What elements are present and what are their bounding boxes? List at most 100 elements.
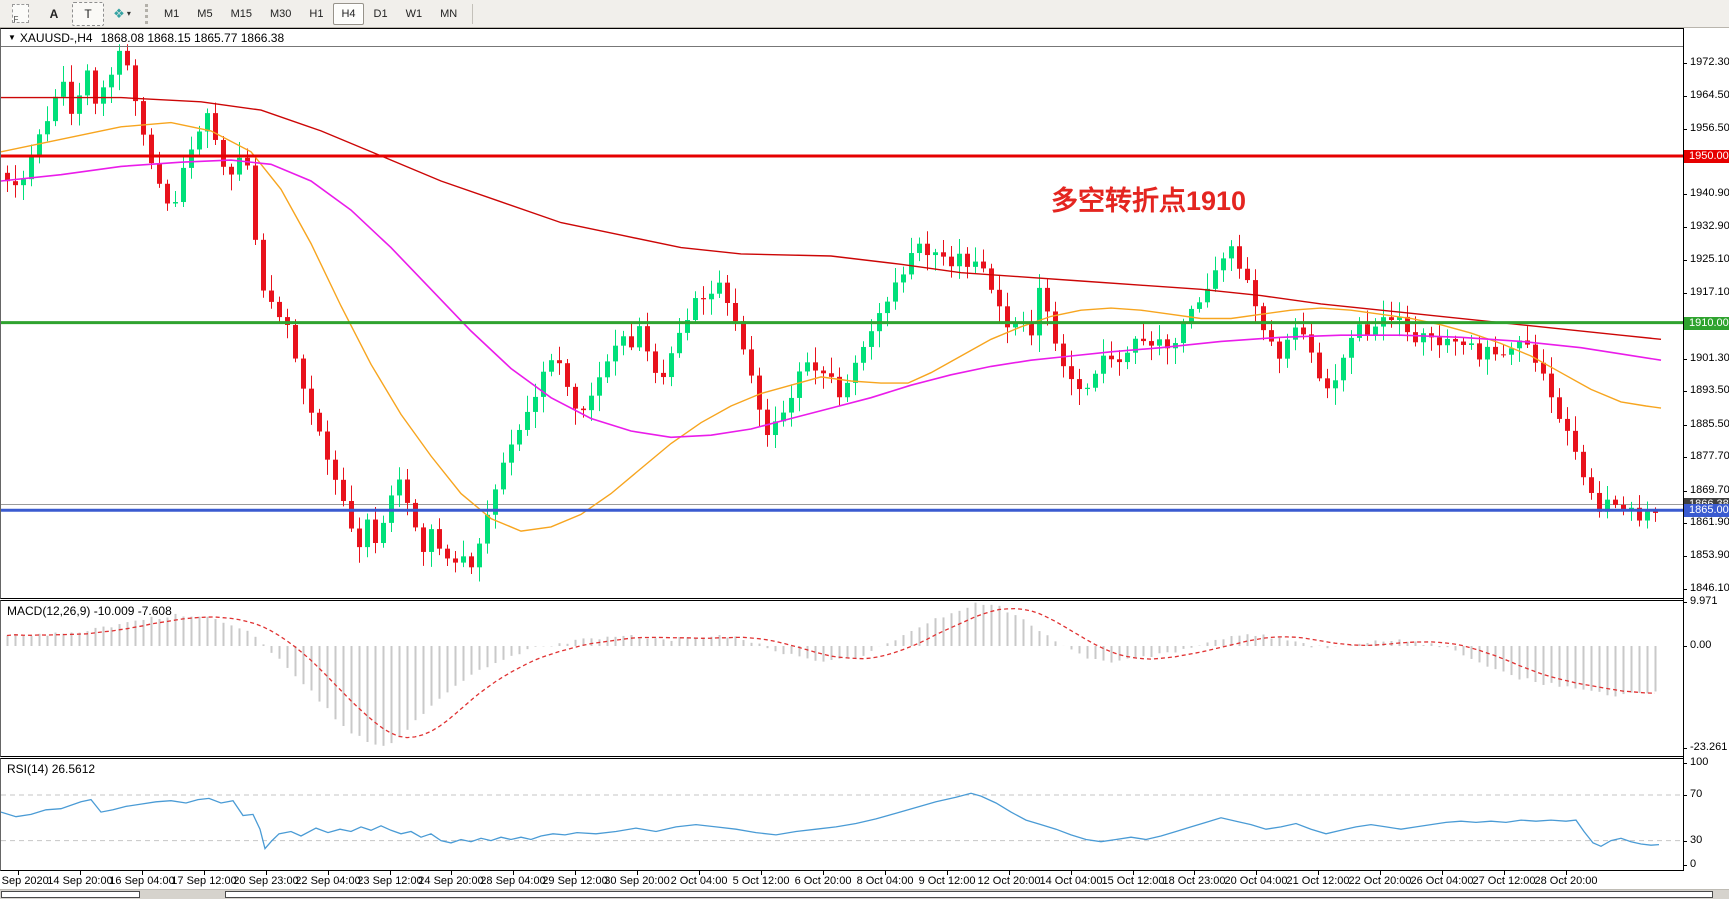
date-axis-tick	[204, 871, 205, 875]
date-axis-label: 14 Oct 04:00	[1039, 875, 1103, 887]
rsi-axis-label: 100	[1690, 756, 1709, 768]
chart-ohlc-values: 1868.08 1868.15 1865.77 1866.38	[100, 30, 285, 45]
tf-button-W1[interactable]: W1	[405, 7, 423, 20]
date-axis-label: 11 Sep 2020	[0, 875, 49, 887]
crosshair-tool-button[interactable]: ❖ ▾	[106, 2, 138, 26]
rsi-axis-label-tick	[1683, 763, 1687, 764]
macd-indicator-panel[interactable]: MACD(12,26,9) -10.009 -7.608	[0, 600, 1684, 757]
macd-axis-label-tick	[1683, 646, 1687, 647]
date-axis-label: 2 Oct 04:00	[670, 875, 728, 887]
rsi-axis-label-tick	[1683, 865, 1687, 866]
date-axis-label: 23 Sep 12:00	[357, 875, 423, 887]
date-axis-tick	[266, 871, 267, 875]
chart-windows-button[interactable]: F	[4, 2, 36, 26]
rsi-axis-label: 30	[1690, 834, 1703, 846]
chart-symbol-title: XAUUSD-,H4	[19, 30, 93, 45]
price-axis-column[interactable]: 1972.301964.501956.501948.701940.901932.…	[1683, 0, 1729, 899]
collapse-triangle-icon[interactable]: ▼	[8, 33, 16, 42]
price-axis-label-tick	[1683, 425, 1687, 426]
date-axis-label: 6 Oct 20:00	[794, 875, 852, 887]
date-axis-tick	[80, 871, 81, 875]
date-axis-label: 9 Oct 12:00	[918, 875, 976, 887]
price-axis-label-tick	[1683, 359, 1687, 360]
price-axis-label-tick	[1683, 556, 1687, 557]
date-axis-label: 26 Oct 04:00	[1410, 875, 1474, 887]
tf-button-M30[interactable]: M30	[269, 7, 292, 20]
date-axis-label: 5 Oct 12:00	[732, 875, 790, 887]
date-axis-tick	[390, 871, 391, 875]
chart-title-bar: ▼ XAUUSD-,H4 1868.08 1868.15 1865.77 186…	[1, 29, 1683, 47]
rsi-axis-label: 70	[1690, 788, 1703, 800]
toolbar-separator	[145, 3, 149, 24]
price-axis-label: 1877.70	[1690, 450, 1729, 462]
tf-button-H1[interactable]: H1	[309, 7, 324, 20]
date-axis-tick	[451, 871, 452, 875]
date-axis-label: 29 Sep 12:00	[542, 875, 608, 887]
crosshair-icon: ❖	[113, 5, 125, 21]
date-axis-label: 21 Oct 12:00	[1286, 875, 1350, 887]
tf-button-D1[interactable]: D1	[373, 7, 388, 20]
macd-axis-label: 0.00	[1690, 639, 1712, 651]
scrollbar-thumb-main[interactable]	[225, 891, 1713, 898]
price-level-badge: 1910.00	[1684, 317, 1729, 330]
scrollbar-thumb-left[interactable]	[1, 891, 140, 898]
rsi-indicator-panel[interactable]: RSI(14) 26.5612	[0, 758, 1684, 871]
date-axis-tick	[761, 871, 762, 875]
price-axis-label: 1972.30	[1690, 56, 1729, 68]
price-axis-label-tick	[1683, 589, 1687, 590]
tf-button-M1[interactable]: M1	[164, 7, 180, 20]
date-axis-label: 12 Oct 20:00	[977, 875, 1041, 887]
date-axis-tick	[1009, 871, 1010, 875]
macd-axis-label: 9.971	[1690, 595, 1718, 607]
price-axis-label-tick	[1683, 129, 1687, 130]
price-axis-label: 1846.10	[1690, 582, 1729, 594]
price-axis-label-tick	[1683, 293, 1687, 294]
date-axis-label: 15 Oct 12:00	[1101, 875, 1165, 887]
tf-button-M5[interactable]: M5	[197, 7, 213, 20]
tf-button-H4[interactable]: H4	[333, 2, 364, 25]
price-axis-label: 1917.10	[1690, 286, 1729, 298]
rsi-chart-canvas	[1, 792, 1683, 850]
rsi-axis-label-tick	[1683, 841, 1687, 842]
text-label-tool-button[interactable]: A	[49, 6, 59, 21]
price-axis-label: 1893.50	[1690, 384, 1729, 396]
macd-values: -10.009 -7.608	[93, 604, 172, 618]
price-chart-panel[interactable]: ▼ XAUUSD-,H4 1868.08 1868.15 1865.77 186…	[0, 28, 1684, 599]
price-axis-label-tick	[1683, 391, 1687, 392]
horizontal-scrollbar	[0, 889, 1729, 899]
price-axis-label: 1956.50	[1690, 122, 1729, 134]
tf-button-MN[interactable]: MN	[440, 7, 458, 20]
macd-axis-label: -23.261	[1690, 741, 1728, 753]
date-axis-tick	[1194, 871, 1195, 875]
date-axis-label: 16 Sep 04:00	[109, 875, 175, 887]
price-axis-label: 1861.90	[1690, 516, 1729, 528]
price-axis-label-tick	[1683, 457, 1687, 458]
chart-text-annotation: 多空转折点1910	[1051, 186, 1247, 216]
date-axis-label: 18 Oct 23:00	[1162, 875, 1226, 887]
date-axis-label: 22 Sep 04:00	[295, 875, 361, 887]
date-axis-label: 17 Sep 12:00	[171, 875, 237, 887]
window-f-icon: F	[11, 4, 29, 24]
date-axis-tick	[328, 871, 329, 875]
price-axis-label: 1964.50	[1690, 89, 1729, 101]
candlestick-chart-canvas[interactable]	[1, 29, 1683, 598]
price-axis-label-tick	[1683, 194, 1687, 195]
price-axis-label-tick	[1683, 491, 1687, 492]
date-axis-tick	[637, 871, 638, 875]
price-axis-label: 1869.70	[1690, 484, 1729, 496]
date-axis-tick	[1442, 871, 1443, 875]
date-axis-tick	[1380, 871, 1381, 875]
rsi-axis-label: 0	[1690, 858, 1697, 870]
rsi-label: RSI(14) 26.5612	[7, 762, 96, 776]
price-axis-label: 1925.10	[1690, 253, 1729, 265]
macd-chart-canvas	[6, 602, 1657, 746]
date-axis-tick	[1504, 871, 1505, 875]
tf-button-M15[interactable]: M15	[230, 7, 252, 20]
price-axis-label: 1885.50	[1690, 418, 1729, 430]
date-axis-tick	[1256, 871, 1257, 875]
price-axis-label: 1940.90	[1690, 187, 1729, 199]
text-tool-button[interactable]: T	[72, 1, 104, 26]
price-axis-label-tick	[1683, 523, 1687, 524]
price-axis-label-tick	[1683, 96, 1687, 97]
